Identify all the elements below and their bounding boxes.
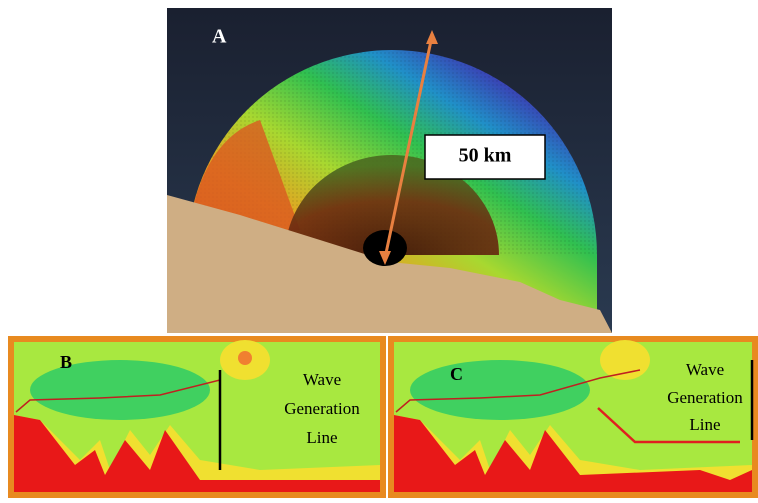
region	[238, 351, 252, 365]
region	[600, 340, 650, 380]
figure: 50 km A B Wave Generation Line C Wave Ge…	[0, 0, 758, 503]
panel-a: 50 km A	[167, 8, 612, 333]
panel-label: C	[450, 364, 463, 384]
annotation: Line	[689, 415, 720, 434]
panel-c: C Wave Generation Line	[388, 336, 758, 498]
annotation: Wave	[686, 360, 724, 379]
annotation: Line	[306, 428, 337, 447]
region	[410, 360, 590, 420]
panel-b: B Wave Generation Line	[8, 336, 386, 498]
panel-label: A	[212, 26, 227, 48]
annotation: 50 km	[459, 145, 512, 167]
panel-label: B	[60, 352, 72, 372]
annotation: Generation	[284, 399, 360, 418]
annotation: Generation	[667, 388, 743, 407]
annotation: Wave	[303, 370, 341, 389]
